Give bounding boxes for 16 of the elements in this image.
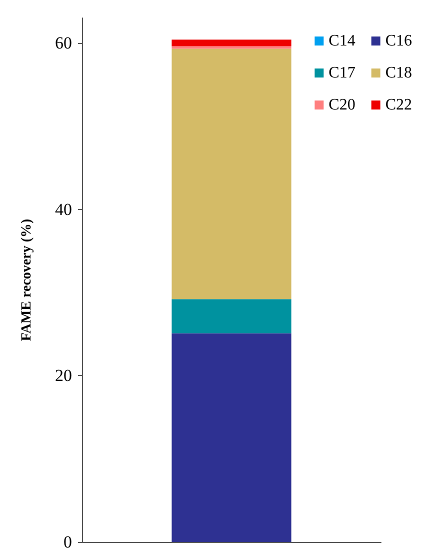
bar [172,299,292,334]
bar [172,46,292,49]
y-tick-label: 60 [55,33,72,52]
legend-label: C14 [328,32,356,50]
legend-label: C16 [385,32,412,50]
bar [172,48,292,300]
bar [172,333,292,542]
y-tick-label: 40 [55,200,72,219]
legend-label: C17 [328,64,356,82]
legend-label: C18 [385,64,412,82]
y-tick-label: 0 [64,532,72,552]
legend-label: C22 [385,96,412,114]
bar [172,40,292,46]
y-tick-label: 20 [55,366,72,386]
legend-label: C20 [328,96,356,114]
y-axis-title: FAME recovery (%) [20,218,34,342]
